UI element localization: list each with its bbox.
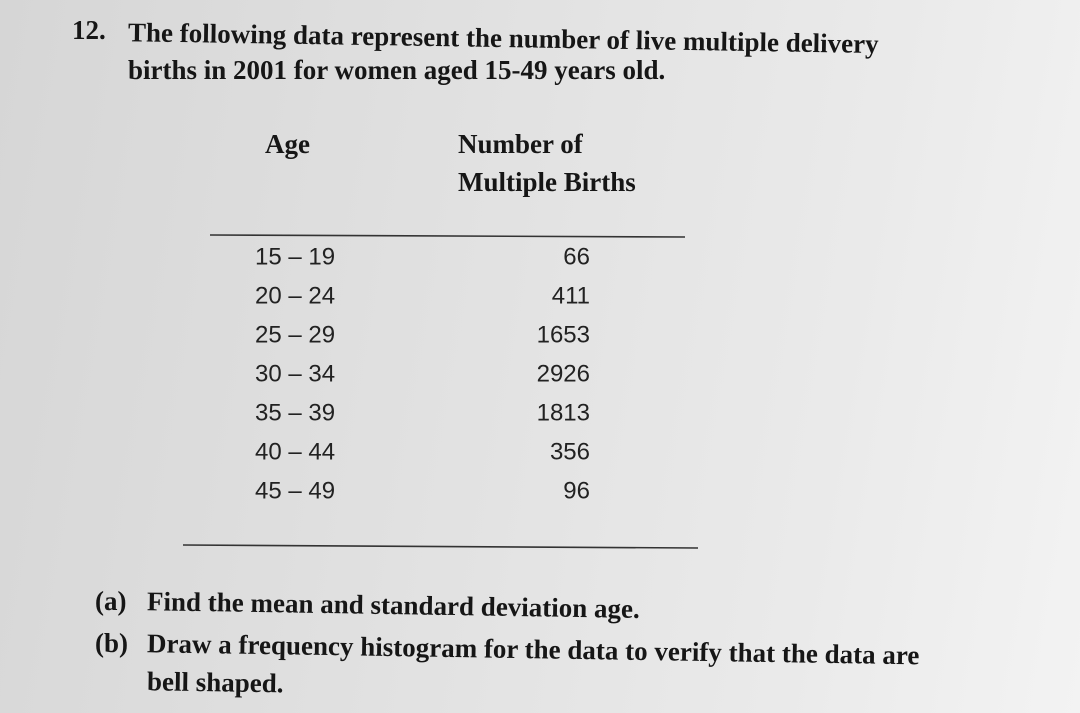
part-text: Draw a frequency histogram for the data … — [147, 628, 920, 670]
table-bottom-rule — [182, 544, 699, 549]
birth-count: 411 — [552, 282, 590, 309]
age-range: 35 – 39 — [255, 399, 335, 426]
part-label: (b) — [95, 628, 128, 658]
birth-count: 1653 — [537, 321, 590, 348]
age-range: 40 – 44 — [255, 438, 335, 465]
column-header: Multiple Births — [458, 167, 636, 197]
age-range: 45 – 49 — [255, 477, 335, 504]
part-label: (a) — [95, 586, 126, 616]
birth-count: 1813 — [537, 399, 590, 426]
problem-text: births in 2001 for women aged 15-49 year… — [128, 55, 665, 85]
age-range: 30 – 34 — [255, 360, 335, 387]
part-text: Find the mean and standard deviation age… — [147, 586, 640, 624]
column-header: Age — [265, 129, 310, 159]
part-text: bell shaped. — [147, 666, 284, 698]
birth-count: 2926 — [537, 360, 590, 387]
age-range: 15 – 19 — [255, 243, 335, 270]
table-top-rule — [209, 234, 686, 238]
age-range: 25 – 29 — [255, 321, 335, 348]
birth-count: 356 — [550, 438, 590, 465]
problem-text: The following data represent the number … — [128, 17, 880, 59]
column-header: Number of — [458, 129, 584, 159]
problem-number: 12. — [72, 15, 106, 45]
birth-count: 96 — [563, 477, 590, 504]
birth-count: 66 — [563, 243, 590, 270]
age-range: 20 – 24 — [255, 282, 335, 309]
